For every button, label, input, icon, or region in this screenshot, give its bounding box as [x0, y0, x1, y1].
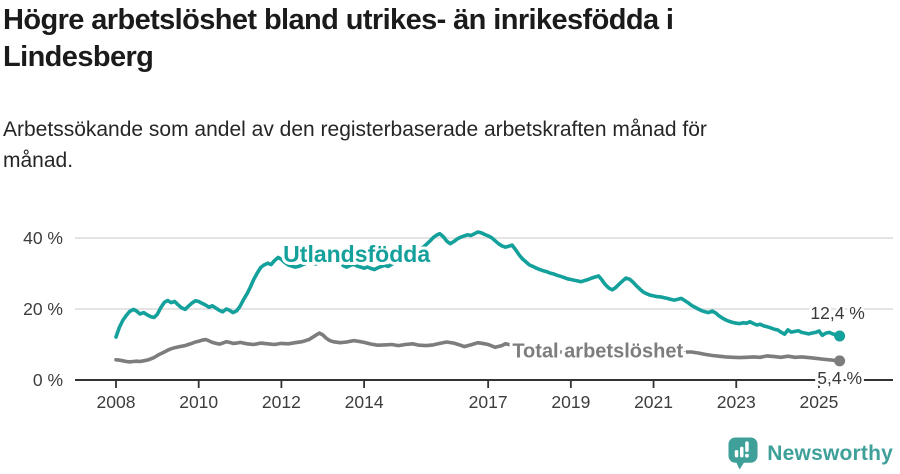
series-label-utlandsfodda: Utlandsfödda: [283, 241, 430, 267]
newsworthy-logo[interactable]: Newsworthy: [728, 437, 893, 470]
y-tick-label-0: 0 %: [33, 370, 63, 390]
end-value-label-utlandsfodda: 12,4 %: [810, 303, 864, 323]
y-tick-label-20: 20 %: [23, 299, 63, 319]
page-title: Högre arbetslöshet bland utrikes- än inr…: [3, 4, 674, 73]
x-tick-label-2010: 2010: [179, 392, 218, 412]
x-tick-label-2017: 2017: [469, 392, 508, 412]
x-tick-label-2021: 2021: [634, 392, 673, 412]
x-tick-label-2025: 2025: [799, 392, 838, 412]
x-tick-label-2012: 2012: [262, 392, 301, 412]
end-value-label-total: 5,4 %: [817, 368, 862, 388]
x-tick-label-2008: 2008: [97, 392, 136, 412]
x-tick-label-2023: 2023: [717, 392, 756, 412]
x-tick-label-2019: 2019: [551, 392, 590, 412]
newsworthy-logo-icon: [728, 437, 758, 470]
series-line-total: [114, 331, 842, 364]
page-subtitle: Arbetssökande som andel av den registerb…: [3, 118, 707, 172]
series-label-total: Total arbetslöshet: [512, 340, 683, 362]
series-line-utlandsfodda: [114, 230, 842, 339]
x-tick-label-2014: 2014: [345, 392, 384, 412]
end-dot-utlandsfodda: [834, 330, 846, 342]
newsworthy-logo-text: Newsworthy: [767, 441, 893, 465]
end-dot-total: [834, 355, 846, 367]
y-tick-label-40: 40 %: [23, 228, 63, 248]
